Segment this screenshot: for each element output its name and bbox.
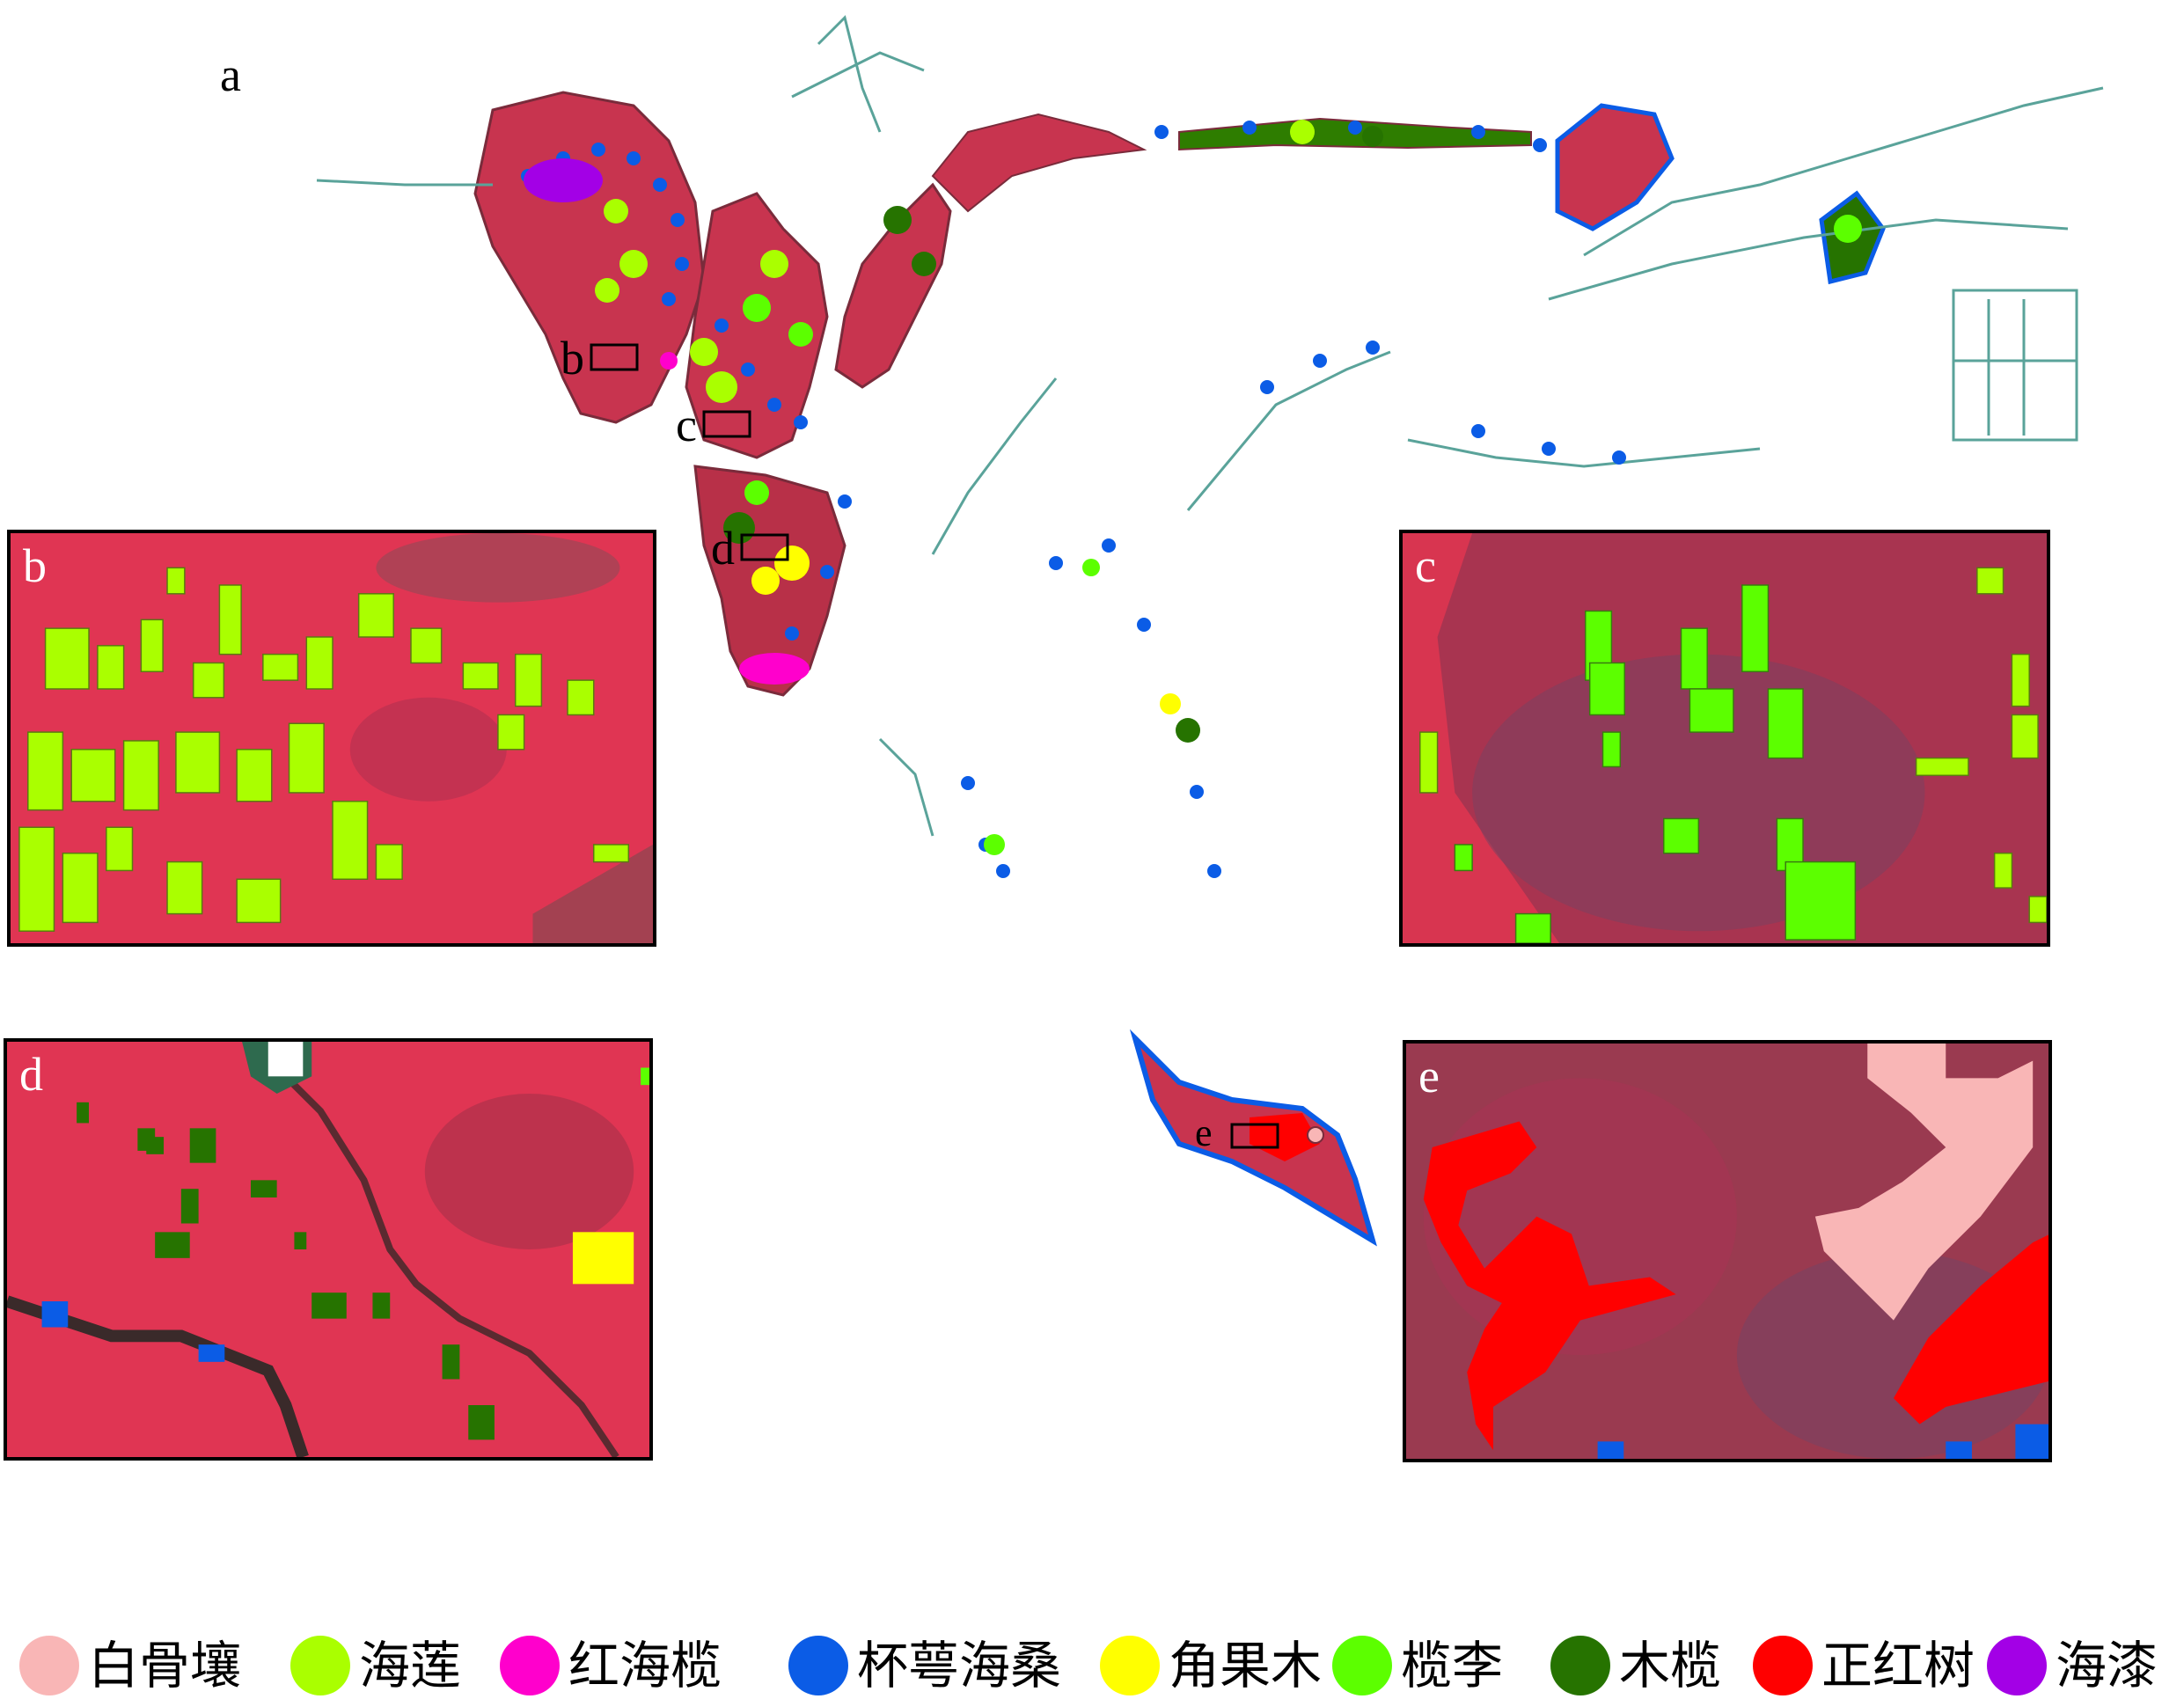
legend-label: 白骨壤 <box>88 1636 242 1695</box>
mangrove-patch-west <box>473 91 706 424</box>
legend-swatch <box>1100 1636 1160 1695</box>
legend-label: 正红树 <box>1821 1636 1975 1695</box>
locator-boxes <box>590 343 1279 1149</box>
inset-panel-d: d <box>4 1038 653 1461</box>
mangrove-patch-channel <box>931 113 1147 213</box>
panel-label-a: a <box>220 48 241 101</box>
inset-panel-e: e <box>1403 1040 2052 1462</box>
legend-swatch <box>19 1636 79 1695</box>
species-legend: 白骨壤 海莲 红海榄 杯萼海桑 角果木 榄李 木榄 正红树 <box>19 1632 2166 1699</box>
legend-swatch <box>1987 1636 2047 1695</box>
legend-label: 榄李 <box>1401 1636 1504 1695</box>
mangrove-patch-north-creek <box>834 182 952 389</box>
mangrove-patch-east <box>1555 103 1675 231</box>
locator-label-e: e <box>1195 1111 1213 1154</box>
legend-label: 角果木 <box>1169 1636 1323 1695</box>
panel-label-c: c <box>1415 539 1436 592</box>
panel-label-d: d <box>19 1048 43 1101</box>
legend-swatch <box>788 1636 848 1695</box>
locator-label-c: c <box>676 399 697 451</box>
legend-label: 木榄 <box>1619 1636 1722 1695</box>
panel-label-e: e <box>1418 1050 1440 1102</box>
tidal-channels <box>316 15 2104 837</box>
locator-label-d: d <box>711 522 735 575</box>
legend-swatch <box>290 1636 350 1695</box>
legend-swatch <box>1550 1636 1610 1695</box>
inset-panel-b: b <box>7 530 656 947</box>
locator-label-b: b <box>561 332 584 384</box>
legend-label: 红海榄 <box>568 1636 722 1695</box>
legend-swatch <box>1332 1636 1392 1695</box>
legend-label: 海漆 <box>2056 1636 2158 1695</box>
panel-label-b: b <box>23 539 47 592</box>
legend-swatch <box>500 1636 560 1695</box>
inset-panel-c: c <box>1399 530 2050 947</box>
shoreline-dots <box>521 121 1626 878</box>
legend-label: 海莲 <box>359 1636 462 1695</box>
legend-label: 杯萼海桑 <box>857 1636 1062 1695</box>
species-blobs <box>524 120 1862 855</box>
legend-swatch <box>1753 1636 1813 1695</box>
